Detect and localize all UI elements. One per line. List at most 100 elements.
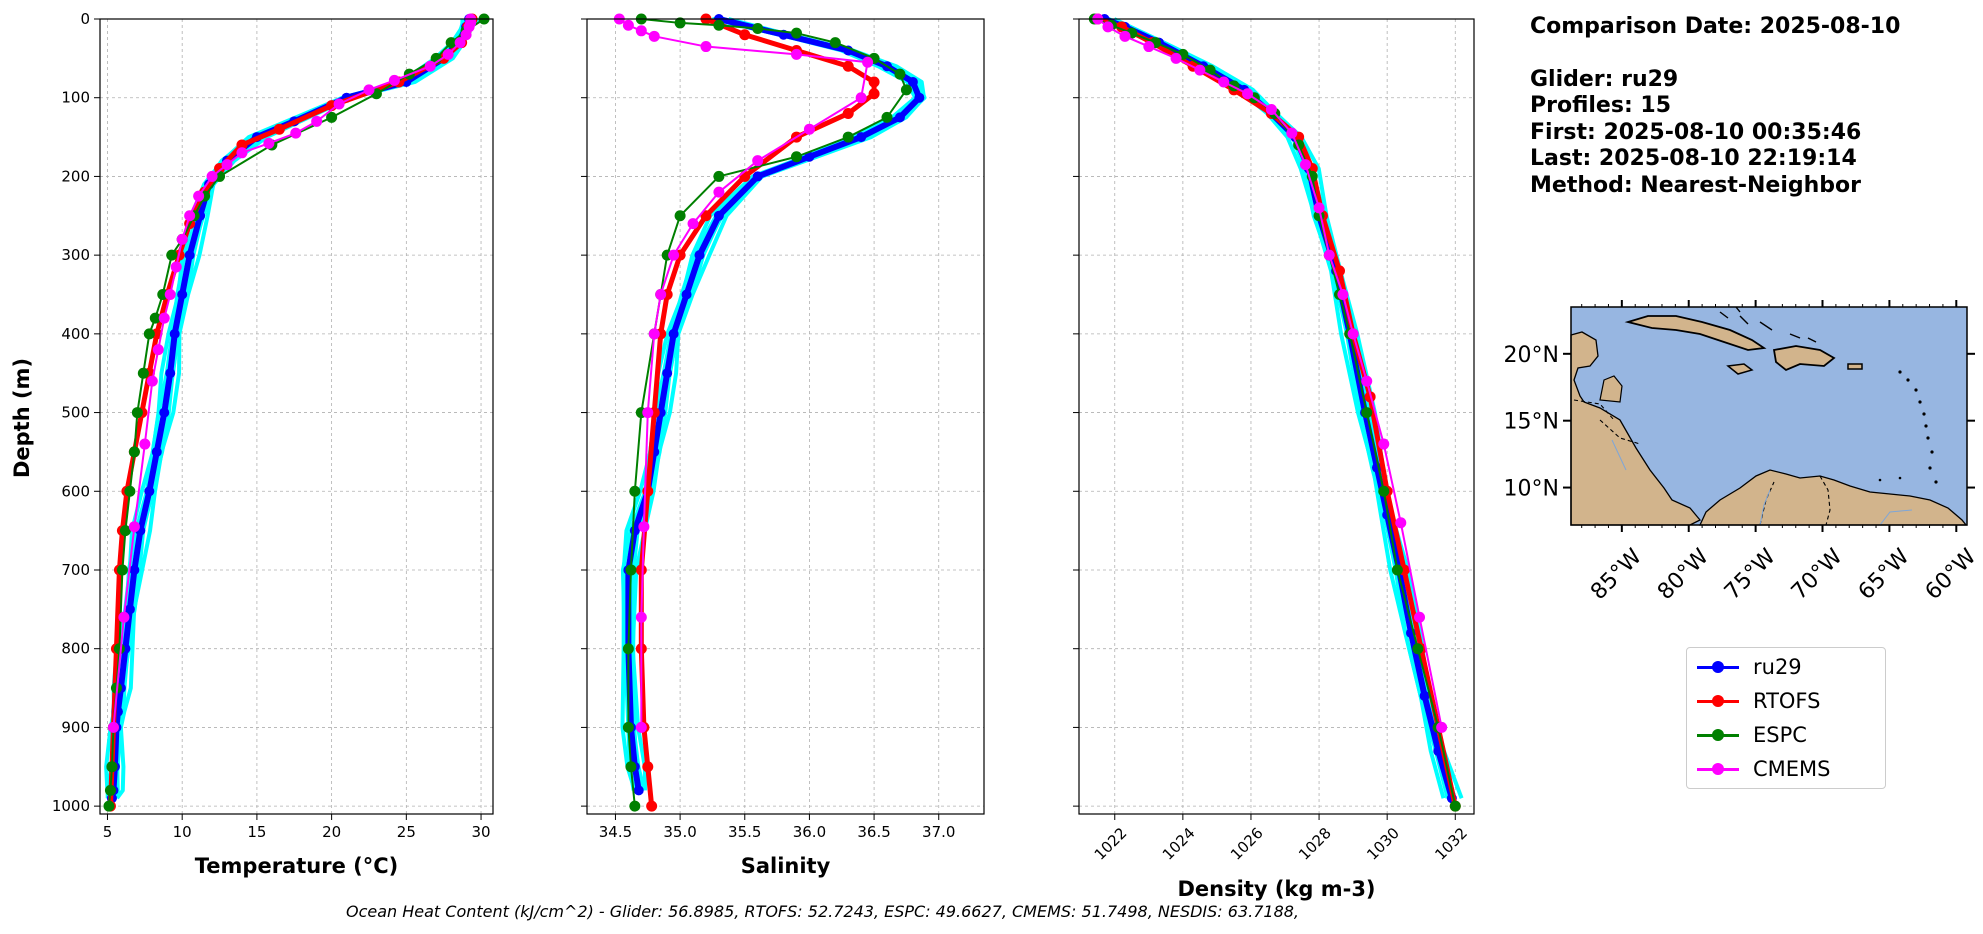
series-point-RTOFS [635,564,647,576]
series-point-CMEMS [862,56,874,68]
series-point-ru29 [681,289,692,300]
map-lat-label: 20°N [1504,343,1559,368]
series-point-RTOFS [642,485,654,497]
series-point-ru29 [856,132,867,143]
map-bahamas [1719,306,1817,343]
series-point-CMEMS [790,48,802,60]
series-point-ESPC [104,784,116,796]
glider-profile [631,17,927,791]
series-point-ru29 [629,525,640,536]
series-point-CMEMS [128,521,140,533]
series-point-CMEMS [713,186,725,198]
map-rivers [1611,439,1913,526]
series-point-CMEMS [311,115,323,127]
info-box: Comparison Date: 2025-08-10 Glider: ru29… [1530,14,1900,199]
series-point-RTOFS [1333,265,1345,277]
series-point-ESPC [829,37,841,49]
series-point-ru29 [129,564,140,575]
x-tick-label: 34.5 [599,823,632,841]
series-point-ESPC [128,446,140,458]
series-point-CMEMS [803,123,815,135]
series-point-CMEMS [107,721,119,733]
series-point-CMEMS [855,92,867,104]
series-point-CMEMS [642,407,654,419]
map-land-cuba [1624,315,1767,351]
series-point-CMEMS [687,218,699,230]
series-point-CMEMS [622,19,634,31]
comparison-date: Comparison Date: 2025-08-10 [1530,14,1901,39]
series-point-CMEMS [460,29,472,41]
series-point-ESPC [752,22,764,34]
series-point-ESPC [166,249,178,261]
series-point-ESPC [625,761,637,773]
series-point-ESPC [629,485,641,497]
series-point-CMEMS [118,611,130,623]
series-point-RTOFS [868,88,880,100]
series-point-ru29 [713,210,724,221]
glider-profile [1107,17,1457,799]
series-point-RTOFS [646,800,658,812]
series-point-CMEMS [1143,41,1155,53]
series-point-ESPC [149,312,161,324]
x-axis-label: Salinity [741,854,831,878]
series-point-CMEMS [442,48,454,60]
series-point-CMEMS [139,438,151,450]
series-point-RTOFS [236,139,248,151]
series-point-CMEMS [638,521,650,533]
legend-item-ru29: ru29 [1687,650,1802,684]
series-point-CMEMS [176,233,188,245]
legend-swatch-marker [1712,763,1724,775]
legend-label: RTOFS [1753,689,1821,713]
series-point-ESPC [103,800,115,812]
series-point-ESPC [622,643,634,655]
series-point-ru29 [165,368,176,379]
inset-map: 20°N 15°N 10°N 85°W 80°W 75°W 70°W 65°W 60°W [1504,300,1982,605]
series-point-CMEMS [752,155,764,167]
series-point-CMEMS [1194,64,1206,76]
series-point-CMEMS [1347,328,1359,340]
series-point-CMEMS [146,375,158,387]
series-point-ru29 [894,112,905,123]
series-point-CMEMS [1218,76,1230,88]
series-point-ESPC [1412,643,1424,655]
series-point-RTOFS [739,170,751,182]
series-point-ESPC [881,111,893,123]
series-point-CMEMS [1242,88,1254,100]
series-point-ESPC [894,68,906,80]
salinity-panel: 34.5 35.0 35.5 36.0 36.5 37.0 Salinity [581,13,985,878]
profiles-count: Profiles: 15 [1530,93,1672,118]
series-point-CMEMS [158,312,170,324]
legend-label: ESPC [1753,723,1807,747]
series-point-CMEMS [1378,438,1390,450]
x-tick-label: 1024 [1159,824,1199,864]
series-point-CMEMS [236,147,248,159]
series-point-CMEMS [635,611,647,623]
series-point-ESPC [674,17,686,29]
glider-name: Glider: ru29 [1530,66,1679,92]
series-point-ru29 [144,486,155,497]
series-point-ESPC [119,525,131,537]
y-tick-label: 800 [61,640,90,658]
series-line-CMEMS [1097,18,1443,728]
y-tick-label: 600 [61,482,90,500]
series-point-ESPC [713,170,725,182]
y-tick-label: 0 [80,10,90,28]
series-point-CMEMS [668,249,680,261]
series-point-CMEMS [1337,288,1349,300]
map-lon-label: 60°W [1921,544,1982,605]
glider-profile [104,18,465,799]
series-point-RTOFS [700,210,712,222]
first-time: First: 2025-08-10 00:35:46 [1530,119,1862,145]
series-point-ESPC [1361,407,1373,419]
series-point-RTOFS [739,29,751,41]
y-tick-label: 200 [61,167,90,185]
series-point-CMEMS [1170,52,1182,64]
series-point-ESPC [116,564,128,576]
x-tick-label: 1022 [1091,824,1131,864]
legend-item-cmems: CMEMS [1687,752,1831,786]
series-point-CMEMS [635,721,647,733]
y-tick-label: 700 [61,561,90,579]
series-point-ESPC [625,564,637,576]
x-tick-label: 37.0 [922,823,955,841]
legend-swatch-marker [1712,695,1724,707]
